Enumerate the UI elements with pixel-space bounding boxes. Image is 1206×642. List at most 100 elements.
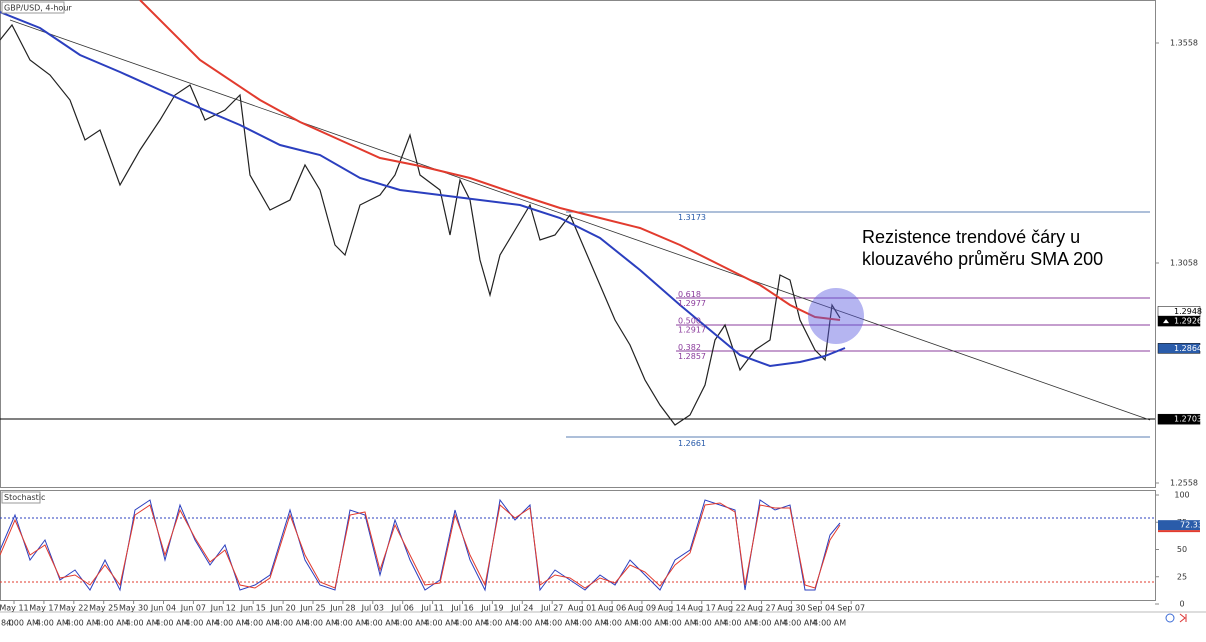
range-label: 1.2661 [678,439,706,448]
price-tag [1157,315,1201,327]
date-label: Jul 11 [420,604,443,613]
price-label: 1.3058 [1170,259,1198,268]
fib-price: 1.2977 [678,299,706,308]
date-label: Aug 17 [688,604,716,613]
time-label: 4:00 AM [694,619,727,628]
stoch-k [0,498,841,592]
time-label: 4:00 AM [185,619,218,628]
date-label: Jun 25 [299,604,325,613]
tag-arrow [1163,319,1169,324]
time-label: 4:00 AM [634,619,667,628]
date-label: Aug 14 [658,604,686,613]
fib-price: 1.2857 [678,352,706,361]
time-label: 8:0 [1,619,14,628]
date-label: Jun 12 [210,604,236,613]
date-label: Jul 24 [510,604,533,613]
date-label: Jun 15 [240,604,266,613]
date-label: May 25 [89,604,118,613]
sma-100 [0,11,846,368]
fib-ratio: 0.382 [678,343,701,352]
time-label: 4:00 AM [66,619,99,628]
range-label: 1.3173 [678,213,706,222]
stoch-label: 25 [1177,572,1187,581]
date-label: May 22 [59,604,88,613]
time-label: 4:00 AM [484,619,517,628]
date-label: Aug 01 [568,604,596,613]
title-box [1,1,65,14]
date-label: Jul 06 [391,604,414,613]
time-label: 4:00 AM [6,619,39,628]
annotation: Rezistence trendové čáry u [862,227,1080,247]
date-label: Aug 27 [747,604,775,613]
scroll-end-icon[interactable] [1179,613,1187,623]
time-label: 4:00 AM [604,619,637,628]
date-label: Jul 03 [361,604,384,613]
price-tag [1157,343,1201,354]
time-label: 4:00 AM [395,619,428,628]
price-tag-label: 1.2926 [1174,317,1202,326]
fib-ratio: 0.500 [678,317,701,326]
time-label: 4:00 AM [754,619,787,628]
date-label: May 17 [29,604,58,613]
fib-ratio: 0.618 [678,290,701,299]
date-label: May 11 [0,604,29,613]
time-label: 4:00 AM [275,619,308,628]
price-label: 1.2558 [1170,479,1198,488]
time-label: 4:00 AM [245,619,278,628]
date-label: Jun 04 [150,604,176,613]
time-label: 4:00 AM [783,619,816,628]
date-label: Jun 28 [329,604,355,613]
time-label: 4:00 AM [455,619,488,628]
sma-200 [139,0,841,321]
time-label: 4:00 AM [544,619,577,628]
time-label: 4:00 AM [664,619,697,628]
sync-icon[interactable] [1165,613,1175,623]
date-label: Jul 27 [540,604,563,613]
date-label: Sep 07 [837,604,865,613]
date-label: Jun 20 [269,604,295,613]
time-label: 4:00 AM [215,619,248,628]
time-label: 4:00 AM [126,619,159,628]
stoch-tag-label: 72.33 [1180,521,1203,530]
stochastic-pane [0,490,1156,601]
stoch-tag [1158,520,1200,531]
highlight-circle [808,288,864,344]
fib-price: 1.2917 [678,326,706,335]
time-label: 4:00 AM [156,619,189,628]
stoch-d [0,502,841,589]
time-label: 4:00 AM [514,619,547,628]
time-label: 4:00 AM [813,619,846,628]
price-tag-label: 1.2864 [1174,344,1202,353]
time-label: 4:00 AM [335,619,368,628]
date-label: Jul 19 [480,604,503,613]
stoch-label: 50 [1177,545,1187,554]
main-pane [0,0,1156,488]
date-label: Aug 30 [777,604,805,613]
date-label: May 30 [119,604,148,613]
date-label: Aug 09 [628,604,656,613]
price-path [0,23,841,426]
price-label: 1.3558 [1170,39,1198,48]
time-label: 4:00 AM [36,619,69,628]
stoch-title-box [1,491,41,504]
time-label: 4:00 AM [96,619,129,628]
trendline [9,19,1151,421]
date-label: Aug 06 [598,604,626,613]
stoch-title: Stochastic [4,493,45,502]
date-label: Jul 16 [450,604,473,613]
stoch-label: 100 [1174,491,1189,500]
time-label: 4:00 AM [305,619,338,628]
price-tag-label: 1.2703 [1174,415,1202,424]
annotation: klouzavého průměru SMA 200 [862,249,1103,269]
labels: GBP/USD, 4-hour Stochastic Rezistence tr… [1,1,1103,504]
date-label: Aug 22 [717,604,745,613]
price-tag-label: 1.2948 [1174,307,1202,316]
date-label: Sep 04 [807,604,835,613]
time-label: 4:00 AM [574,619,607,628]
symbol-title: GBP/USD, 4-hour [4,4,72,13]
time-label: 4:00 AM [724,619,757,628]
time-label: 4:00 AM [425,619,458,628]
price-tag [1157,413,1201,425]
